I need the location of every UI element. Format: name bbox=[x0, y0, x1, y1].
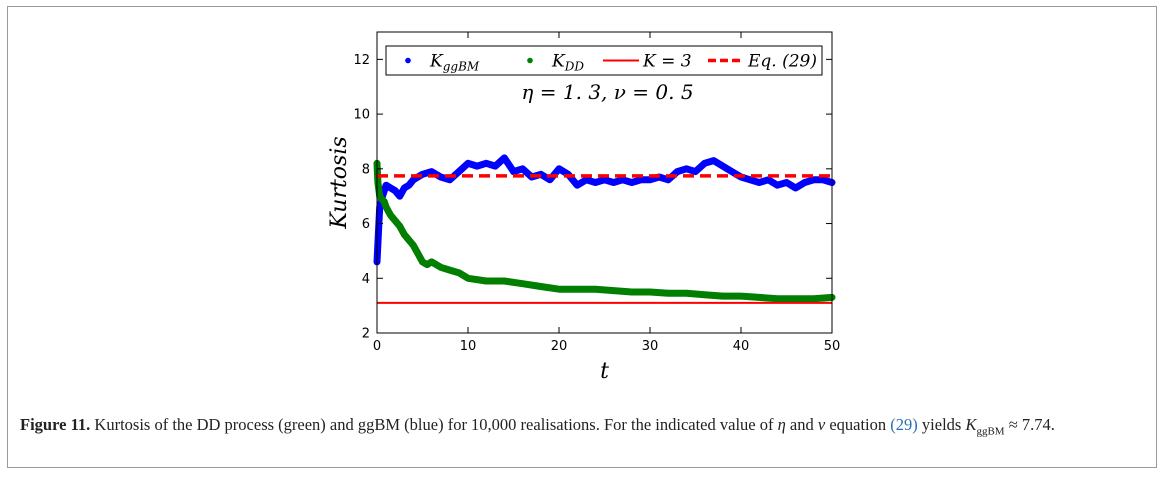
x-tick-label: 10 bbox=[460, 339, 477, 354]
kurtosis-chart: 0 10 20 30 40 50 2 4 6 8 10 12 t Kurtosis η = 1. 3,… bbox=[327, 31, 840, 384]
y-tick-label: 12 bbox=[353, 53, 370, 68]
legend-marker bbox=[527, 57, 533, 64]
y-tick-label: 2 bbox=[362, 327, 370, 342]
series-k-dd bbox=[373, 159, 836, 303]
caption-text-1: Kurtosis of the DD process (green) and g… bbox=[90, 415, 778, 434]
legend-label: KggBM bbox=[429, 52, 480, 74]
x-tick-label: 40 bbox=[733, 339, 750, 354]
legend: KggBM KDD K = 3 Eq. (29) bbox=[385, 45, 823, 76]
x-tick-label: 0 bbox=[373, 339, 381, 354]
caption-text-4: yields bbox=[917, 415, 966, 434]
series-k-ggbm bbox=[373, 154, 836, 266]
y-tick-label: 4 bbox=[362, 272, 370, 287]
caption-text-5: ≈ 7.74. bbox=[1004, 415, 1055, 434]
caption-k: K bbox=[965, 415, 977, 434]
caption-text-2: and bbox=[785, 415, 818, 434]
caption-text-3: equation bbox=[825, 415, 891, 434]
figure-frame bbox=[7, 6, 1157, 468]
legend-label: Eq. (29) bbox=[747, 52, 817, 72]
x-axis-label: t bbox=[600, 359, 609, 384]
caption-eta: η bbox=[777, 415, 786, 434]
caption-k-sub: ggBM bbox=[976, 425, 1005, 438]
caption-label: Figure 11. bbox=[20, 415, 91, 434]
y-tick-label: 6 bbox=[362, 217, 370, 232]
caption-equation-link[interactable]: (29) bbox=[890, 415, 918, 434]
y-tick-label: 10 bbox=[353, 108, 370, 123]
x-tick-label: 30 bbox=[642, 339, 659, 354]
axis-ticks: 0 10 20 30 40 50 2 4 6 8 10 12 bbox=[353, 32, 840, 354]
legend-label: K = 3 bbox=[642, 52, 692, 72]
legend-marker bbox=[405, 57, 411, 64]
plot-marks bbox=[373, 154, 836, 304]
x-tick-label: 20 bbox=[551, 339, 568, 354]
parameter-annotation: η = 1. 3, ν = 0. 5 bbox=[521, 80, 693, 104]
y-axis-label: Kurtosis bbox=[327, 136, 352, 229]
legend-label: KDD bbox=[551, 52, 584, 74]
plot-frame bbox=[376, 31, 833, 334]
figure-caption: Figure 11. Kurtosis of the DD process (g… bbox=[20, 413, 1140, 443]
x-tick-label: 50 bbox=[824, 339, 841, 354]
caption-nu: ν bbox=[817, 415, 826, 434]
y-tick-label: 8 bbox=[362, 162, 370, 177]
